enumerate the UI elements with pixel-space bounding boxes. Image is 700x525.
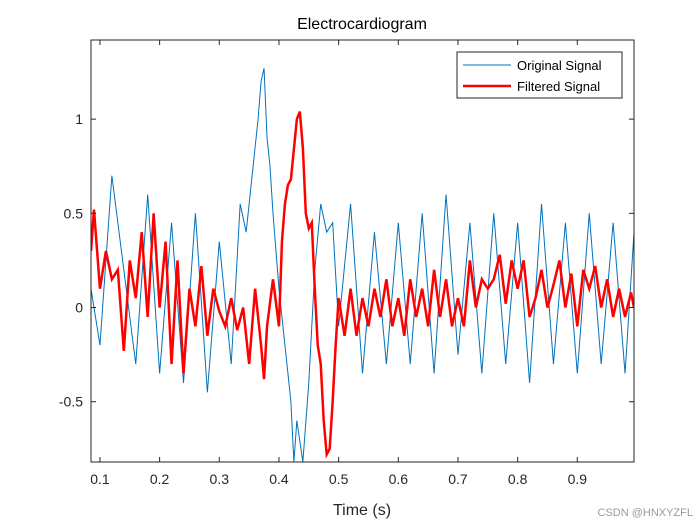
x-axis-label: Time (s) xyxy=(333,502,391,519)
legend-box xyxy=(456,51,623,99)
y-tick-label: 0.5 xyxy=(64,205,84,221)
x-tick-label: 0.3 xyxy=(210,471,230,487)
y-tick-label: 1 xyxy=(75,111,83,127)
filtered-signal-line xyxy=(91,111,634,459)
x-tick-label: 0.2 xyxy=(150,471,170,487)
y-tick-label: 0 xyxy=(75,300,83,316)
y-axis: -0.5 0 0.5 1 xyxy=(59,111,634,410)
y-tick-label: -0.5 xyxy=(59,394,83,410)
chart-title: Electrocardiogram xyxy=(297,16,427,33)
plot-frame xyxy=(90,39,635,463)
legend: Original Signal Filtered Signal xyxy=(456,51,623,99)
x-tick-label: 0.8 xyxy=(508,471,528,487)
x-axis: 0.1 0.2 0.3 0.4 0.5 0.6 0.7 0.8 0.9 xyxy=(90,40,587,487)
x-tick-label: 0.1 xyxy=(90,471,110,487)
original-signal-line xyxy=(91,68,634,462)
x-tick-label: 0.7 xyxy=(448,471,468,487)
x-tick-label: 0.5 xyxy=(329,471,349,487)
x-tick-label: 0.4 xyxy=(269,471,289,487)
plot-area xyxy=(91,40,634,462)
legend-label-filtered: Filtered Signal xyxy=(517,79,600,94)
watermark-text: CSDN @HNXYZFL xyxy=(597,507,693,519)
x-tick-label: 0.6 xyxy=(389,471,409,487)
x-tick-label: 0.9 xyxy=(568,471,588,487)
legend-label-original: Original Signal xyxy=(517,58,602,73)
